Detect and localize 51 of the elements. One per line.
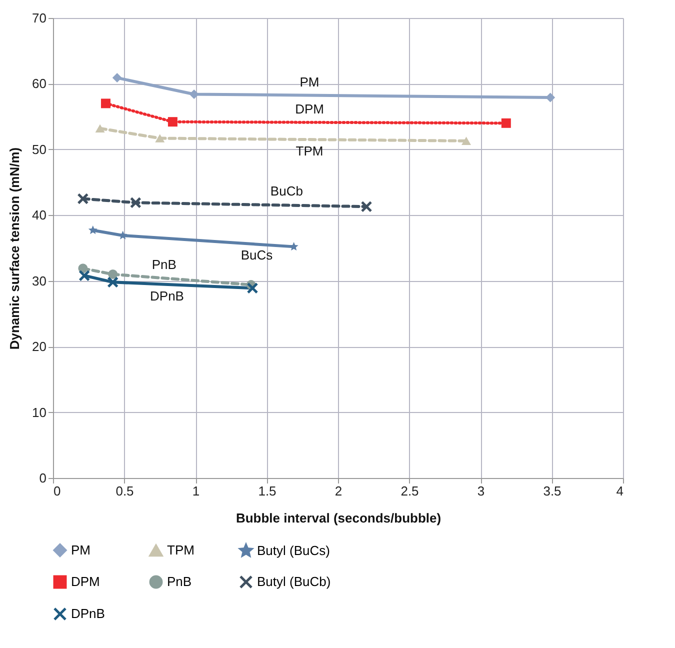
point — [88, 226, 98, 234]
point — [95, 124, 105, 133]
point — [112, 73, 122, 83]
y-tick-label: 50 — [32, 142, 46, 157]
y-tick-label: 40 — [32, 208, 46, 223]
annotation: BuCs — [240, 247, 274, 262]
x-tick-label: 0 — [54, 484, 61, 498]
x-tick-label: 2 — [334, 484, 342, 498]
y-axis-title: Dynamic surface tension (mN/m) — [7, 147, 22, 350]
point — [100, 98, 110, 108]
point — [246, 282, 258, 294]
y-tick-label: 30 — [32, 273, 46, 288]
legend-label: TPM — [167, 542, 194, 558]
point — [168, 117, 178, 127]
point — [108, 270, 118, 280]
x-tick-label: 1 — [192, 484, 200, 498]
point — [107, 276, 119, 288]
point — [360, 200, 372, 212]
legend-label: PM — [71, 542, 90, 558]
x-tick-label: 0.5 — [116, 484, 134, 498]
point — [501, 118, 511, 128]
annotation: DPM — [295, 101, 324, 116]
annotation: BuCb — [270, 184, 303, 199]
annotation: PnB — [152, 257, 176, 272]
point — [189, 89, 199, 99]
x-tick-label: 4 — [616, 484, 624, 498]
x-tick-label: 1.5 — [258, 484, 276, 498]
y-tick-label: 0 — [39, 470, 46, 486]
legend-label: Butyl (BuCb) — [257, 574, 331, 589]
y-tick-label: 20 — [32, 339, 46, 354]
point — [462, 136, 471, 145]
legend-label: Butyl (BuCs) — [257, 542, 330, 558]
x-axis-title: Bubble interval (seconds/bubble) — [236, 510, 442, 526]
point — [546, 92, 556, 102]
x-tick-label: 3 — [477, 484, 485, 498]
annotation: PM — [300, 74, 320, 90]
legend-label: DPM — [71, 574, 100, 589]
point — [130, 196, 142, 208]
y-tick-label: 10 — [32, 404, 46, 420]
legend-label: PnB — [167, 574, 192, 589]
point — [78, 264, 88, 274]
y-tick-label: 70 — [32, 10, 46, 26]
annotation: DPnB — [150, 288, 184, 304]
annotation: TPM — [296, 144, 324, 159]
point — [155, 134, 165, 142]
y-tick-label: 60 — [32, 76, 46, 92]
point — [77, 192, 89, 204]
point — [78, 270, 90, 282]
x-tick-label: 2.5 — [400, 484, 419, 498]
x-tick-label: 3.5 — [543, 484, 562, 498]
legend-label: DPnB — [71, 606, 105, 621]
